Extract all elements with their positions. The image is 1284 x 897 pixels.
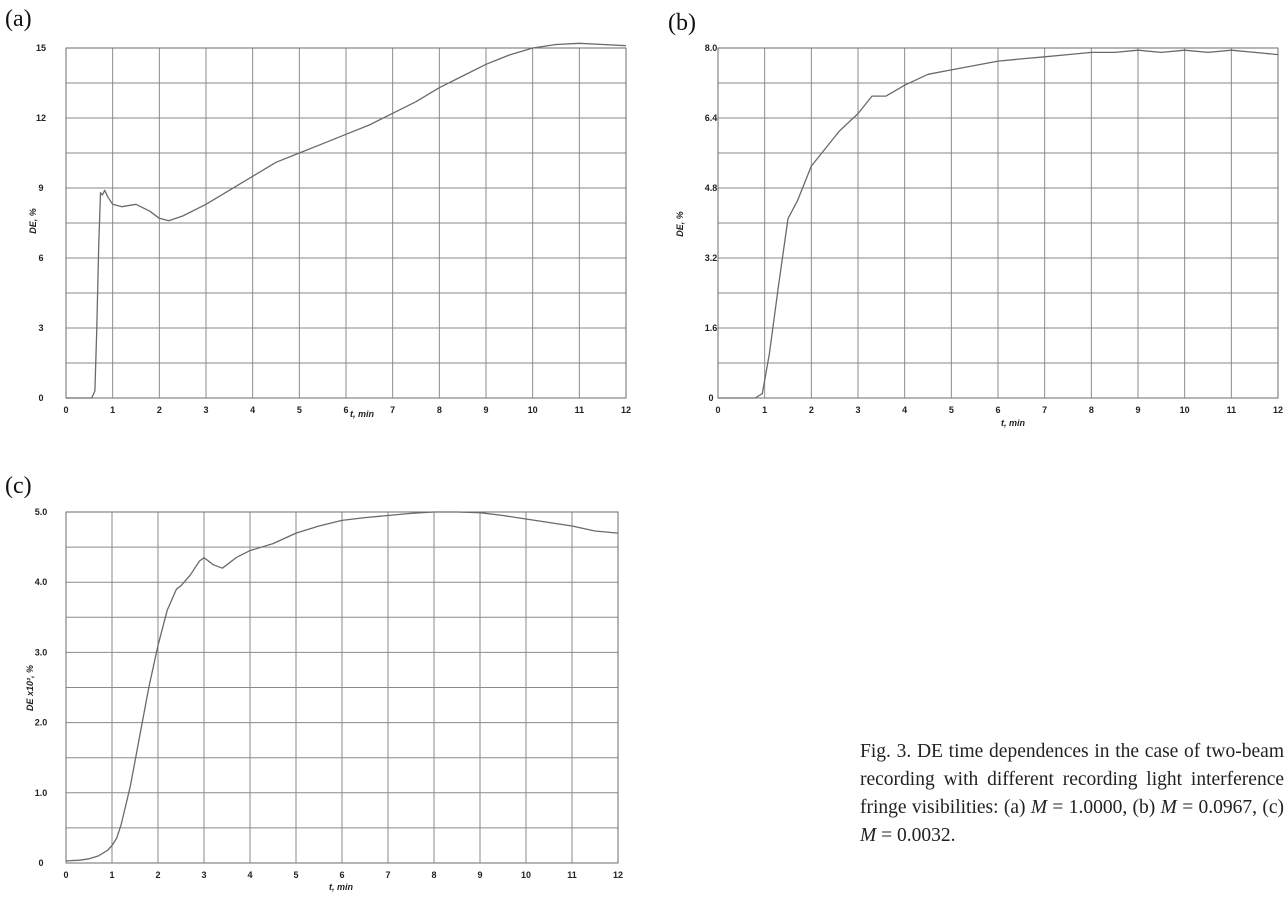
x-tick-label: 6 [339, 870, 344, 880]
x-tick-label: 0 [715, 405, 720, 415]
y-tick-label: 2.0 [35, 718, 48, 728]
x-tick-label: 12 [621, 405, 631, 415]
x-tick-label: 9 [1135, 405, 1140, 415]
y-tick-label: 3.2 [705, 253, 718, 263]
x-tick-label: 8 [437, 405, 442, 415]
x-tick-label: 1 [762, 405, 767, 415]
x-tick-label: 2 [155, 870, 160, 880]
x-tick-label: 3 [201, 870, 206, 880]
x-tick-label: 1 [110, 405, 115, 415]
x-tick-label: 0 [63, 870, 68, 880]
x-tick-label: 6 [343, 405, 348, 415]
figure-caption: Fig. 3. DE time dependences in the case … [860, 738, 1284, 850]
y-tick-label: 15 [36, 43, 46, 53]
panel-label: (b) [668, 10, 696, 36]
y-tick-label: 0 [38, 858, 43, 868]
x-tick-label: 5 [949, 405, 954, 415]
x-tick-label: 11 [1227, 405, 1237, 415]
x-tick-label: 7 [390, 405, 395, 415]
x-tick-label: 4 [902, 405, 907, 415]
x-axis-label: t, min [329, 882, 354, 892]
y-tick-label: 5.0 [35, 507, 48, 517]
x-tick-label: 12 [613, 870, 623, 880]
x-tick-label: 5 [297, 405, 302, 415]
x-tick-label: 10 [528, 405, 538, 415]
x-tick-label: 1 [109, 870, 114, 880]
x-tick-label: 10 [1180, 405, 1190, 415]
y-tick-label: 6.4 [705, 113, 718, 123]
y-axis-label: DE x10², % [25, 665, 35, 711]
y-tick-label: 0 [708, 393, 713, 403]
y-tick-label: 3.0 [35, 647, 48, 657]
x-axis-label: t, min [350, 409, 375, 419]
x-axis-label: t, min [1001, 418, 1026, 428]
x-tick-label: 8 [1089, 405, 1094, 415]
x-tick-label: 12 [1273, 405, 1283, 415]
x-tick-label: 2 [809, 405, 814, 415]
x-tick-label: 9 [483, 405, 488, 415]
x-tick-label: 3 [855, 405, 860, 415]
x-tick-label: 5 [293, 870, 298, 880]
x-tick-label: 7 [385, 870, 390, 880]
x-tick-label: 4 [250, 405, 255, 415]
y-tick-label: 6 [38, 253, 43, 263]
x-tick-label: 11 [575, 405, 585, 415]
y-tick-label: 1.6 [705, 323, 718, 333]
x-tick-label: 3 [203, 405, 208, 415]
y-tick-label: 1.0 [35, 788, 48, 798]
panel-label: (a) [5, 6, 32, 32]
x-tick-label: 6 [995, 405, 1000, 415]
y-tick-label: 8.0 [705, 43, 718, 53]
x-tick-label: 9 [477, 870, 482, 880]
y-tick-label: 0 [38, 393, 43, 403]
y-axis-label: DE, % [28, 208, 38, 234]
x-tick-label: 11 [567, 870, 577, 880]
x-tick-label: 4 [247, 870, 252, 880]
y-axis-label: DE, % [675, 211, 685, 237]
y-tick-label: 3 [38, 323, 43, 333]
y-tick-label: 4.8 [705, 183, 718, 193]
x-tick-label: 8 [431, 870, 436, 880]
variable-m: M [1031, 797, 1047, 818]
y-tick-label: 9 [38, 183, 43, 193]
y-tick-label: 12 [36, 113, 46, 123]
x-tick-label: 0 [63, 405, 68, 415]
variable-m: M [860, 825, 876, 846]
x-tick-label: 10 [521, 870, 531, 880]
x-tick-label: 2 [157, 405, 162, 415]
panel-label: (c) [5, 473, 32, 499]
variable-m: M [1161, 797, 1177, 818]
y-tick-label: 4.0 [35, 577, 48, 587]
x-tick-label: 7 [1042, 405, 1047, 415]
